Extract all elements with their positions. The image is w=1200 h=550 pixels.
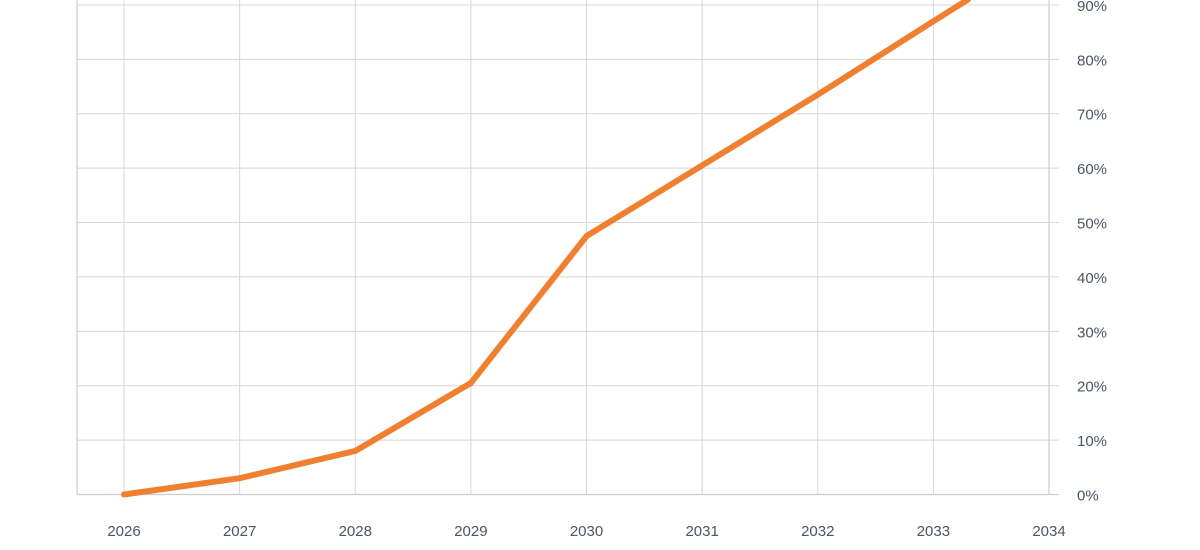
y-tick-label-90pct: 90% — [1077, 0, 1107, 15]
y-tick-label-30pct: 30% — [1077, 324, 1107, 341]
x-tick-label-2033: 2033 — [917, 523, 950, 540]
y-tick-label-80pct: 80% — [1077, 52, 1107, 69]
y-tick-label-40pct: 40% — [1077, 270, 1107, 287]
y-tick-label-60pct: 60% — [1077, 161, 1107, 178]
y-tick-label-10pct: 10% — [1077, 433, 1107, 450]
tick-label-layer: 2026 2027 2028 2029 2030 2031 2032 2033 2034 0% 10… — [107, 0, 1107, 540]
series-line-0 — [121, 0, 971, 498]
x-tick-label-2026: 2026 — [107, 523, 140, 540]
x-tick-label-2034: 2034 — [1032, 523, 1065, 540]
grid-layer — [77, 0, 1059, 495]
axis-layer — [76, 0, 1059, 496]
y-tick-label-50pct: 50% — [1077, 216, 1107, 233]
x-tick-label-2031: 2031 — [685, 523, 718, 540]
x-tick-label-2027: 2027 — [223, 523, 256, 540]
x-tick-label-2029: 2029 — [454, 523, 487, 540]
series-layer — [121, 0, 971, 498]
x-tick-label-2030: 2030 — [570, 523, 603, 540]
x-tick-label-2032: 2032 — [801, 523, 834, 540]
y-tick-label-20pct: 20% — [1077, 379, 1107, 396]
y-tick-label-0pct: 0% — [1077, 488, 1099, 505]
y-tick-label-70pct: 70% — [1077, 107, 1107, 124]
x-tick-label-2028: 2028 — [339, 523, 372, 540]
